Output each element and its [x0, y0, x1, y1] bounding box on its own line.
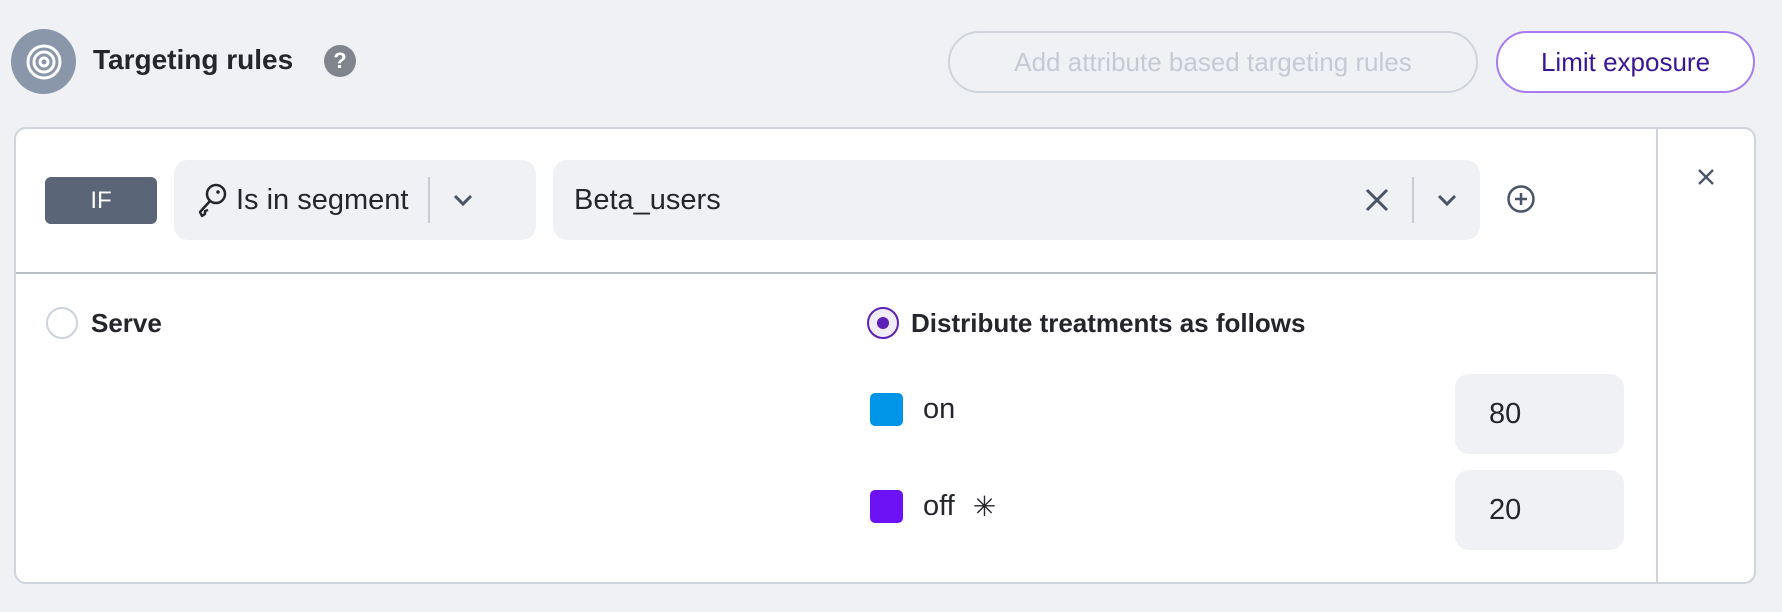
separator: [428, 177, 431, 223]
treatment-color-swatch: [870, 393, 903, 426]
treatment-row-on: on: [870, 393, 955, 426]
serve-option[interactable]: Serve: [46, 307, 162, 339]
treatment-percent-input[interactable]: 20: [1455, 470, 1624, 550]
clear-icon[interactable]: [1364, 187, 1390, 213]
treatment-row-off: off ✳: [870, 490, 996, 523]
distribute-radio[interactable]: [867, 307, 899, 339]
matcher-value: Is in segment: [236, 183, 409, 216]
distribute-option[interactable]: Distribute treatments as follows: [867, 307, 1305, 339]
chevron-down-icon[interactable]: [1436, 193, 1458, 207]
default-treatment-icon: ✳: [972, 491, 997, 522]
treatment-percent-input[interactable]: 80: [1455, 374, 1624, 454]
key-icon: [196, 182, 228, 218]
help-icon[interactable]: ?: [324, 45, 356, 77]
chevron-down-icon[interactable]: [452, 193, 474, 207]
serve-label: Serve: [91, 307, 162, 338]
serve-radio[interactable]: [46, 307, 78, 339]
segment-select[interactable]: Beta_users: [553, 160, 1480, 240]
if-badge: IF: [45, 177, 157, 224]
distribute-label: Distribute treatments as follows: [911, 307, 1306, 338]
target-icon: [11, 29, 76, 94]
add-attribute-rules-button[interactable]: Add attribute based targeting rules: [948, 31, 1478, 93]
matcher-select[interactable]: Is in segment: [174, 160, 536, 240]
divider: [1656, 129, 1658, 582]
treatment-name: off: [923, 490, 955, 522]
add-condition-icon[interactable]: [1506, 184, 1536, 214]
close-icon[interactable]: [1696, 167, 1716, 187]
treatment-name: on: [923, 393, 956, 425]
divider: [16, 272, 1656, 274]
page-title: Targeting rules: [93, 44, 294, 75]
treatment-color-swatch: [870, 490, 903, 523]
limit-exposure-button[interactable]: Limit exposure: [1496, 31, 1755, 93]
separator: [1412, 177, 1414, 223]
segment-value: Beta_users: [574, 183, 721, 216]
